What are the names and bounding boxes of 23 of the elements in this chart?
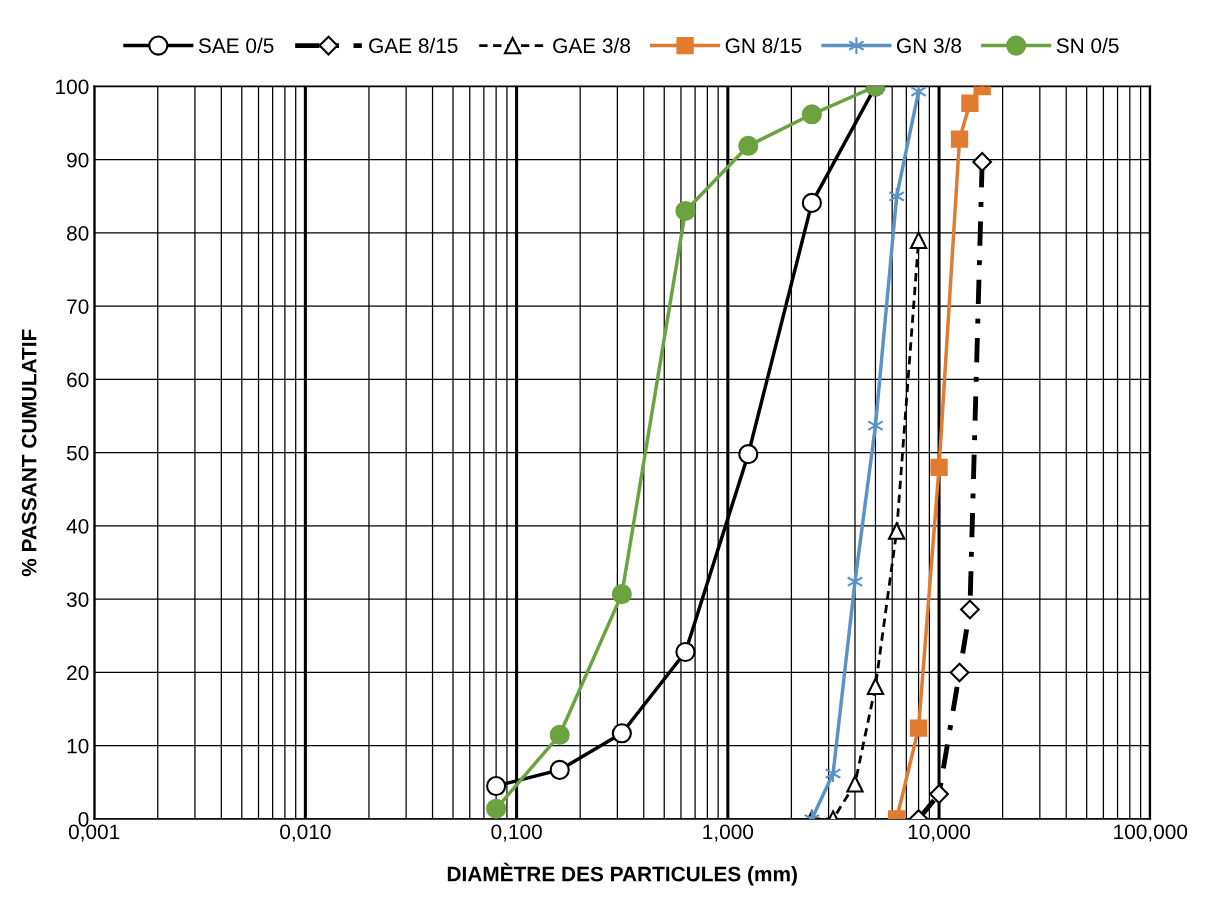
x-tick-label: 10,000 [908,824,971,842]
y-tick-label: 90 [67,152,89,168]
x-axis-title: DIAMÈTRE DES PARTICULES (mm) [447,862,797,886]
legend-label: SN 0/5 [1056,37,1119,54]
y-tick-label: 70 [67,299,89,314]
y-tick-label: 100 [56,79,89,95]
y-tick-label: 20 [67,665,89,681]
legend-label: GN 8/15 [725,37,802,54]
y-tick-label: 80 [67,225,89,241]
y-tick-label: 40 [66,518,89,534]
y-axis-title: % PASSANT CUMULATIF [21,329,37,577]
y-tick-label: 30 [66,592,89,607]
legend-label: GAE 3/8 [553,37,631,54]
x-tick-label: 0,100 [491,824,542,842]
x-tick-label: 1,000 [703,824,754,842]
x-tick-label: 0,010 [280,824,331,842]
legend-label: GN 3/8 [897,37,962,54]
y-tick-label: 10 [67,738,89,754]
legend-label: GAE 8/15 [369,37,458,54]
y-tick-label: 60 [67,372,89,388]
legend-label: SAE 0/5 [198,37,274,54]
x-tick-label: 100,000 [1114,824,1188,842]
y-tick-label: 50 [66,445,89,461]
